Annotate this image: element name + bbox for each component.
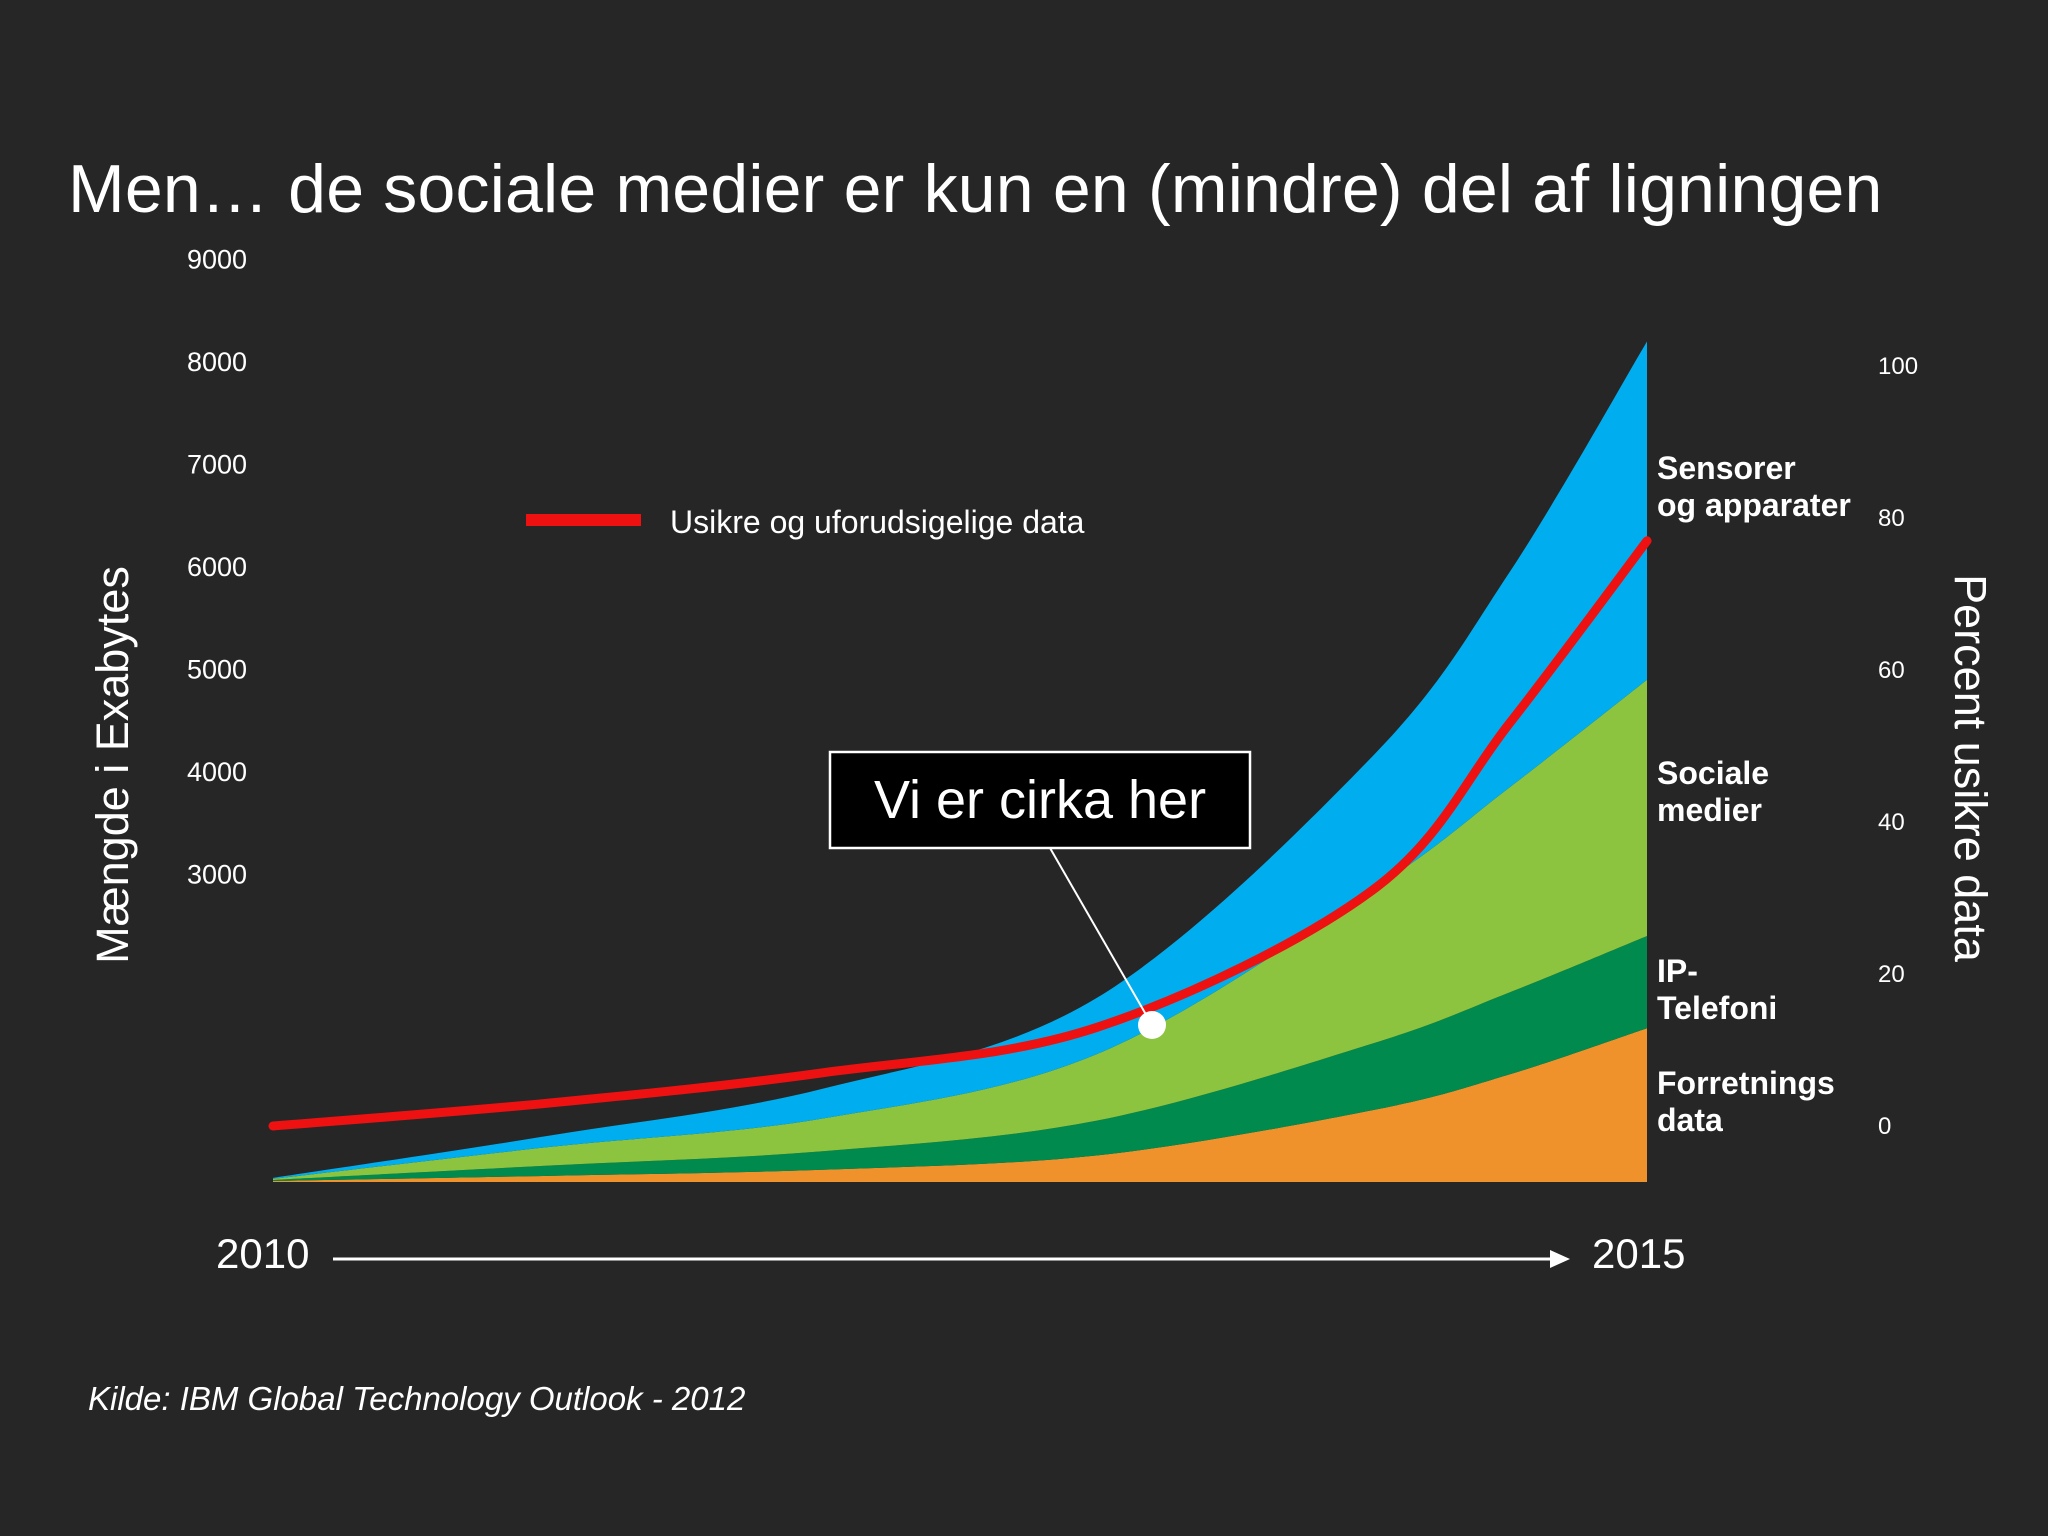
- y-right-tick-label: 80: [1878, 505, 1905, 532]
- y-right-tick-label: 0: [1878, 1113, 1891, 1140]
- x-end-label: 2015: [1592, 1230, 1685, 1277]
- line-layer: [268, 536, 1652, 1131]
- x-start-label: 2010: [216, 1230, 309, 1277]
- y-axis-right-ticks: 100 80 60 40 20 0: [1878, 353, 1918, 1140]
- y-axis-left-title: Mængde i Exabytes: [87, 566, 138, 964]
- stacked-areas: [273, 341, 1647, 1182]
- series-label-forretnings-data: Forretnings data: [1657, 1065, 1835, 1138]
- y-tick-label: 8000: [187, 347, 247, 377]
- y-tick-label: 4000: [187, 757, 247, 787]
- time-arrow-head: [1550, 1250, 1570, 1268]
- callout-text: Vi er cirka her: [874, 770, 1206, 830]
- area-ip-telefoni: [273, 936, 1647, 1181]
- y-tick-label: 3000: [187, 860, 247, 890]
- y-tick-label: 6000: [187, 552, 247, 582]
- legend-label-usikre: Usikre og uforudsigelige data: [670, 504, 1085, 540]
- line-usikre-data: [268, 536, 1652, 1131]
- series-label-sensorer-og-apparater: Sensorer og apparater: [1657, 450, 1851, 523]
- callout-box: [828, 750, 1252, 850]
- area-sociale-medier: [273, 679, 1647, 1180]
- callout-marker: [1138, 1011, 1166, 1039]
- y-right-tick-label: 100: [1878, 353, 1918, 380]
- callout-leader-line: [1049, 847, 1153, 1026]
- y-tick-label: 9000: [187, 245, 247, 275]
- y-tick-label: 5000: [187, 655, 247, 685]
- y-tick-label: 7000: [187, 450, 247, 480]
- area-sensorer-og-apparater: [273, 341, 1647, 1179]
- legend: Usikre og uforudsigelige data: [526, 504, 1085, 540]
- legend-swatch-usikre: [526, 514, 641, 526]
- series-labels: Forretnings data IP-Telefoni Sociale medier S…: [1657, 450, 1851, 1138]
- area-forretnings-data: [273, 1028, 1647, 1182]
- y-right-tick-label: 20: [1878, 961, 1905, 988]
- series-label-sociale-medier: Sociale medier: [1657, 755, 1769, 828]
- y-axis-left-ticks: 9000 8000 7000 6000 5000 4000 3000: [187, 245, 247, 890]
- y-axis-right-title: Percent usikre data: [1945, 574, 1996, 963]
- y-right-tick-label: 60: [1878, 657, 1905, 684]
- callout: Vi er cirka her: [828, 750, 1252, 1039]
- y-right-tick-label: 40: [1878, 809, 1905, 836]
- slide-title: Men… de sociale medier er kun en (mindre…: [68, 151, 1883, 227]
- source-note: Kilde: IBM Global Technology Outlook - 2…: [88, 1380, 746, 1417]
- series-label-ip-telefoni: IP-Telefoni: [1657, 953, 1777, 1026]
- x-axis: 2010 2015: [216, 1230, 1685, 1277]
